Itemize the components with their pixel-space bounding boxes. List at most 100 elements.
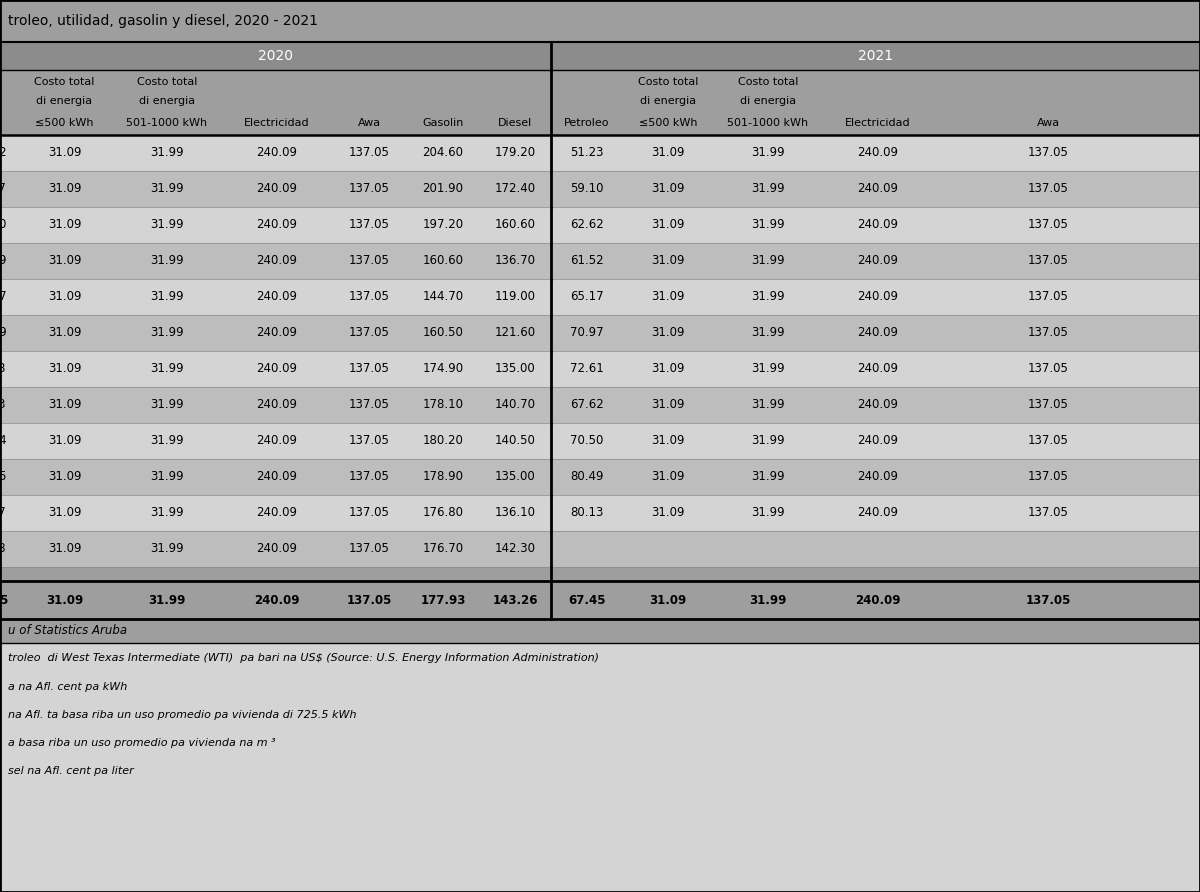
Text: 31.99: 31.99 [150,542,184,556]
Text: Electricidad: Electricidad [244,118,310,128]
Text: 137.05: 137.05 [1027,183,1068,195]
Bar [0,643,1200,673]
Text: a basa riba un uso promedio pa vivienda na m ³: a basa riba un uso promedio pa vivienda … [8,738,276,748]
Text: Costo total: Costo total [137,77,197,87]
Text: 38.25: 38.25 [0,593,8,607]
Text: 140.70: 140.70 [494,399,535,411]
Text: 61.52: 61.52 [570,254,604,268]
Text: 142.30: 142.30 [494,542,535,556]
Text: 46.67: 46.67 [0,183,6,195]
Text: 121.60: 121.60 [494,326,535,340]
Text: 31.99: 31.99 [751,434,785,448]
Text: 31.09: 31.09 [46,593,83,607]
Text: 240.09: 240.09 [856,593,901,607]
Text: 501-1000 kWh: 501-1000 kWh [126,118,208,128]
Text: 41.07: 41.07 [0,507,6,519]
Text: a na Afl. cent pa kWh: a na Afl. cent pa kWh [8,682,127,692]
Text: 45.78: 45.78 [0,542,6,556]
Text: Costo total: Costo total [35,77,95,87]
Text: di energia: di energia [740,95,796,105]
Text: 31.99: 31.99 [150,183,184,195]
Text: 172.40: 172.40 [494,183,535,195]
Text: 67.45: 67.45 [569,593,606,607]
Text: 31.09: 31.09 [48,254,82,268]
Text: 51.23: 51.23 [570,146,604,160]
Text: 2020: 2020 [258,49,293,63]
Text: 137.05: 137.05 [1027,146,1068,160]
Text: 240.09: 240.09 [257,507,298,519]
Text: 80.49: 80.49 [570,470,604,483]
Text: 240.09: 240.09 [257,362,298,376]
Text: 240.09: 240.09 [257,434,298,448]
Text: 240.09: 240.09 [858,399,899,411]
Text: 240.09: 240.09 [858,434,899,448]
Text: 137.05: 137.05 [349,146,390,160]
Text: 31.09: 31.09 [652,507,685,519]
Text: 31.99: 31.99 [150,470,184,483]
Text: 174.90: 174.90 [422,362,463,376]
Text: 31.09: 31.09 [652,254,685,268]
Text: 179.20: 179.20 [494,146,535,160]
Text: 31.09: 31.09 [652,146,685,160]
Text: 240.09: 240.09 [858,254,899,268]
Text: 31.99: 31.99 [751,470,785,483]
Text: 62.62: 62.62 [570,219,604,232]
Bar [0,581,1200,619]
Text: 137.05: 137.05 [347,593,392,607]
Text: 31.09: 31.09 [48,507,82,519]
Text: 31.99: 31.99 [751,507,785,519]
Text: 160.60: 160.60 [422,254,463,268]
Text: 240.09: 240.09 [858,507,899,519]
Text: 137.05: 137.05 [349,507,390,519]
Text: ≤500 kWh: ≤500 kWh [638,118,697,128]
Text: 240.09: 240.09 [858,326,899,340]
Bar [0,701,1200,729]
Text: 31.99: 31.99 [150,219,184,232]
Text: 31.09: 31.09 [48,470,82,483]
Bar [0,729,1200,757]
Bar [0,757,1200,785]
Text: 31.09: 31.09 [48,362,82,376]
Text: 31.99: 31.99 [751,399,785,411]
Text: 178.90: 178.90 [422,470,463,483]
Text: troleo, utilidad, gasolin y diesel, 2020 - 2021: troleo, utilidad, gasolin y diesel, 2020… [8,14,318,28]
Bar [0,70,1200,135]
Text: 240.09: 240.09 [257,183,298,195]
Text: 240.09: 240.09 [257,542,298,556]
Text: 137.05: 137.05 [349,434,390,448]
Text: 136.70: 136.70 [494,254,535,268]
Text: 240.09: 240.09 [858,470,899,483]
Text: ≤500 kWh: ≤500 kWh [35,118,94,128]
Text: 501-1000 kWh: 501-1000 kWh [727,118,809,128]
Bar [0,387,1200,423]
Bar [0,279,1200,315]
Text: Awa: Awa [1037,118,1060,128]
Text: 137.05: 137.05 [1027,434,1068,448]
Text: 137.05: 137.05 [1027,254,1068,268]
Text: 137.05: 137.05 [349,219,390,232]
Bar [0,207,1200,243]
Text: Gasolin: Gasolin [422,118,463,128]
Text: 137.05: 137.05 [349,254,390,268]
Text: 240.09: 240.09 [858,183,899,195]
Text: 137.05: 137.05 [349,542,390,556]
Text: 240.09: 240.09 [257,399,298,411]
Text: 70.97: 70.97 [570,326,604,340]
Text: 31.09: 31.09 [48,146,82,160]
Text: 197.20: 197.20 [422,219,463,232]
Text: 201.90: 201.90 [422,183,463,195]
Text: 67.62: 67.62 [570,399,604,411]
Text: 26.57: 26.57 [0,291,6,303]
Text: 32.39: 32.39 [0,254,6,268]
Text: 31.99: 31.99 [751,146,785,160]
Text: 31.09: 31.09 [652,291,685,303]
Text: 240.09: 240.09 [858,219,899,232]
Text: 31.09: 31.09 [48,434,82,448]
Text: 31.99: 31.99 [150,254,184,268]
Bar [0,135,1200,171]
Text: 80.13: 80.13 [570,507,604,519]
Text: 137.05: 137.05 [349,291,390,303]
Text: 240.09: 240.09 [858,146,899,160]
Text: 137.05: 137.05 [1027,326,1068,340]
Bar [0,619,1200,643]
